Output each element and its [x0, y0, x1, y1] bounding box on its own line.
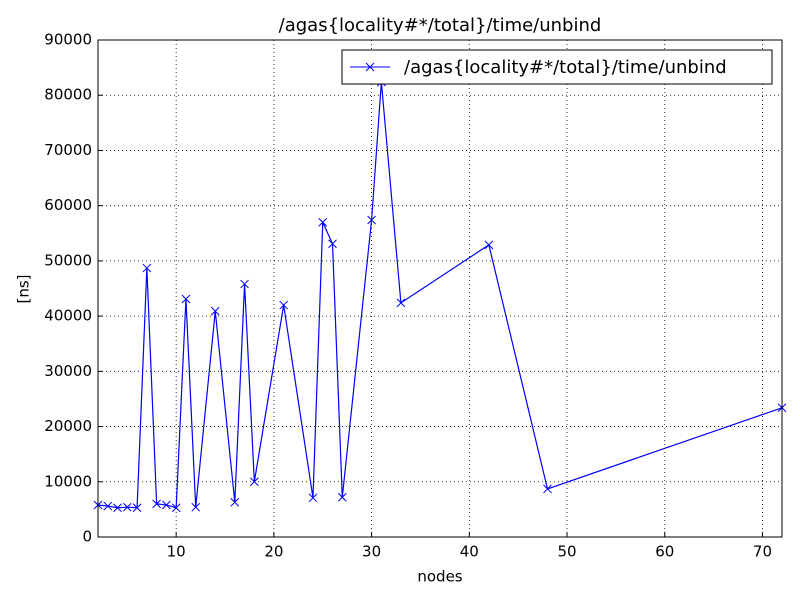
y-tick-label: 80000 — [44, 86, 92, 104]
marker — [484, 240, 494, 250]
y-tick-label: 90000 — [44, 31, 92, 49]
legend-box — [341, 49, 773, 85]
marker — [191, 502, 201, 512]
marker — [318, 217, 328, 227]
x-tick-label: 10 — [167, 543, 186, 561]
y-tick-label: 20000 — [44, 417, 92, 435]
y-tick-label: 70000 — [44, 141, 92, 159]
marker — [279, 300, 289, 310]
series-line — [97, 81, 783, 509]
marker — [367, 215, 376, 225]
marker — [132, 503, 142, 513]
legend-marker — [365, 62, 375, 72]
y-tick-label: 30000 — [44, 362, 92, 380]
marker — [113, 503, 122, 513]
marker — [337, 492, 347, 502]
x-tick-label: 20 — [264, 543, 283, 561]
y-tick-label: 50000 — [44, 251, 92, 269]
marker — [328, 239, 337, 249]
marker — [122, 502, 132, 512]
y-tick-label: 60000 — [44, 196, 92, 214]
marker — [142, 263, 152, 273]
y-tick-label: 10000 — [44, 472, 92, 490]
legend-label: /agas{locality#*/total}/time/unbind — [404, 57, 727, 78]
x-tick-label: 50 — [557, 543, 576, 561]
marker — [103, 501, 113, 511]
marker — [210, 306, 220, 316]
marker — [543, 484, 552, 494]
marker — [249, 477, 259, 487]
y-tick-label: 0 — [82, 528, 92, 546]
chart-title: /agas{locality#*/total}/time/unbind — [279, 15, 602, 36]
marker — [181, 294, 191, 304]
x-tick-label: 60 — [655, 543, 674, 561]
x-tick-label: 40 — [460, 543, 479, 561]
y-axis-label: [ns] — [15, 274, 33, 303]
marker — [240, 279, 249, 289]
y-tick-label: 40000 — [44, 307, 92, 325]
x-tick-label: 30 — [362, 543, 381, 561]
marker — [162, 500, 171, 510]
marker — [152, 499, 161, 509]
plot-frame — [97, 39, 783, 538]
marker — [308, 493, 318, 503]
marker — [230, 497, 240, 507]
marker — [171, 503, 181, 513]
x-axis-label: nodes — [417, 568, 462, 586]
x-tick-label: 70 — [753, 543, 772, 561]
marker — [396, 298, 406, 308]
